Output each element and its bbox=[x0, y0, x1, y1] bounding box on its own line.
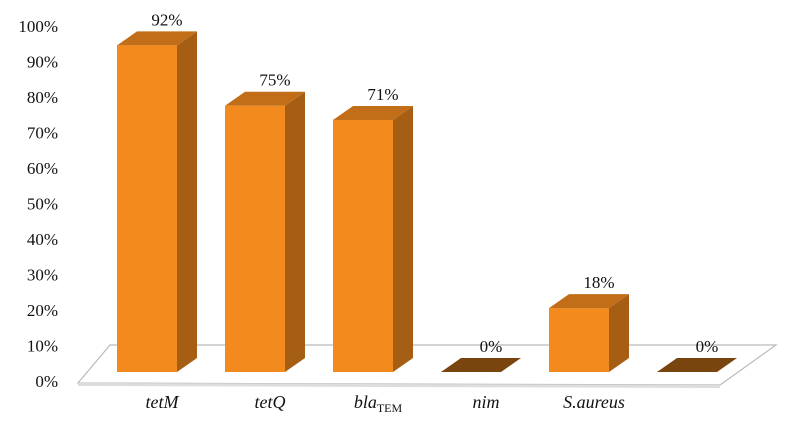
bar-top bbox=[549, 294, 629, 309]
value-label: 18% bbox=[583, 273, 614, 292]
bar-front bbox=[549, 308, 609, 372]
bar bbox=[441, 358, 521, 372]
bar-top bbox=[225, 91, 305, 106]
bar bbox=[333, 105, 413, 372]
value-label: 75% bbox=[259, 71, 290, 90]
bar bbox=[225, 91, 305, 372]
x-tick-label: nim bbox=[473, 392, 500, 412]
value-label: 0% bbox=[696, 337, 719, 356]
bar-side bbox=[177, 31, 197, 373]
bar-side bbox=[609, 294, 629, 372]
bar bbox=[549, 294, 629, 372]
value-label: 71% bbox=[367, 85, 398, 104]
category-subscript: TEM bbox=[377, 401, 403, 415]
bar-front bbox=[225, 105, 285, 372]
value-label: 92% bbox=[151, 10, 182, 29]
x-tick-label: tetM bbox=[146, 392, 180, 412]
value-label: 0% bbox=[480, 337, 503, 356]
y-tick-label: 80% bbox=[27, 88, 58, 107]
bar bbox=[657, 358, 737, 372]
y-tick-label: 100% bbox=[18, 17, 58, 36]
floor-edge bbox=[78, 383, 720, 388]
y-tick-label: 50% bbox=[27, 194, 58, 213]
y-tick-label: 70% bbox=[27, 123, 58, 142]
bar-front bbox=[333, 119, 393, 372]
y-tick-label: 40% bbox=[27, 230, 58, 249]
y-tick-label: 0% bbox=[35, 372, 58, 391]
bar-top bbox=[117, 31, 197, 46]
category-name: bla bbox=[354, 392, 377, 412]
bar-side bbox=[393, 105, 413, 372]
x-tick-label: tetQ bbox=[255, 392, 286, 412]
bar-top bbox=[657, 358, 737, 372]
category-name: nim bbox=[473, 392, 500, 412]
bar-front bbox=[117, 45, 177, 373]
bar-side bbox=[285, 91, 305, 372]
bar bbox=[117, 31, 197, 373]
y-tick-label: 20% bbox=[27, 301, 58, 320]
y-tick-label: 30% bbox=[27, 265, 58, 284]
y-tick-label: 90% bbox=[27, 52, 58, 71]
bar-top bbox=[441, 358, 521, 372]
category-name: S.aureus bbox=[563, 392, 625, 412]
y-tick-label: 10% bbox=[27, 336, 58, 355]
y-tick-label: 60% bbox=[27, 159, 58, 178]
x-tick-label: blaTEM bbox=[354, 392, 403, 415]
x-tick-label: S.aureus bbox=[563, 392, 625, 412]
bar-top bbox=[333, 105, 413, 120]
category-name: tetQ bbox=[255, 392, 286, 412]
category-name: tetM bbox=[146, 392, 180, 412]
